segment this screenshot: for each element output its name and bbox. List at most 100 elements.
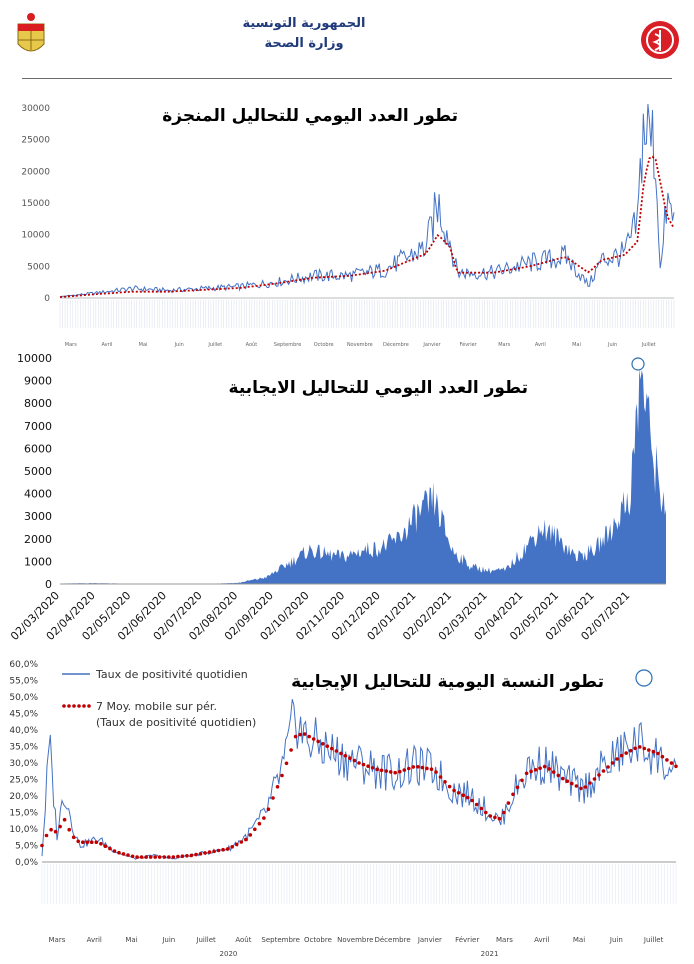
y-tick-label: 40,0% (9, 726, 38, 736)
series-point-moving-average (266, 807, 271, 811)
series-point-moving-average (284, 761, 289, 766)
series-point-moving-average (185, 854, 189, 858)
ministry-header-title: الجمهورية التونسية وزارة الصحة (204, 14, 404, 54)
series-point-moving-average (474, 802, 479, 807)
series-point-moving-average (330, 746, 334, 751)
legend-swatch-average (62, 704, 66, 708)
series-point-moving-average (502, 810, 506, 815)
series-point-moving-average (99, 842, 103, 846)
series-point-moving-average (592, 777, 597, 781)
series-point-moving-average (244, 837, 248, 842)
series-point-moving-average (76, 839, 80, 844)
y-tick-label: 50,0% (9, 693, 38, 703)
y-tick-label: 60,0% (9, 660, 38, 670)
series-point-moving-average (53, 829, 58, 834)
series-point-moving-average (425, 766, 429, 771)
x-month-label: Avril (101, 342, 112, 348)
x-month-label: Décembre (374, 936, 410, 944)
legend-swatch-average (77, 704, 81, 708)
nphi-logo-icon (635, 669, 653, 687)
series-point-moving-average (176, 854, 180, 859)
series-point-moving-average (117, 850, 121, 855)
series-point-moving-average (212, 849, 216, 854)
series-point-moving-average (167, 855, 171, 859)
y-tick-label: 0,0% (15, 858, 38, 868)
series-point-moving-average (588, 781, 592, 785)
series-point-moving-average (420, 765, 425, 770)
x-month-label: Juillet (643, 936, 664, 944)
tunisia-coat-of-arms-icon (17, 13, 45, 52)
positivity-chart-title: تطور النسبة اليومية للتحاليل الإيجابية (291, 672, 604, 692)
series-point-moving-average (180, 854, 185, 858)
series-point-moving-average (452, 788, 456, 793)
y-tick-label: 0 (44, 294, 50, 304)
series-point-moving-average (520, 778, 524, 783)
series-point-moving-average (402, 768, 407, 772)
legend-label-average-line2: (Taux de positivité quotidien) (96, 716, 256, 729)
x-month-label: Mai (573, 936, 585, 944)
x-month-label: Juillet (195, 936, 216, 944)
x-month-label: Octobre (314, 342, 334, 348)
y-tick-label: 7000 (24, 420, 52, 433)
series-point-moving-average (642, 746, 647, 751)
series-point-moving-average (239, 840, 244, 844)
series-point-moving-average (40, 843, 44, 848)
series-point-moving-average (561, 776, 565, 781)
x-month-label: Juin (161, 936, 175, 944)
y-tick-label: 15000 (21, 199, 50, 209)
series-point-moving-average (429, 767, 434, 771)
series-point-moving-average (81, 840, 85, 844)
x-month-label: Octobre (304, 936, 332, 944)
x-month-label: Avril (535, 342, 546, 348)
series-point-moving-average (357, 761, 361, 765)
y-tick-label: 5,0% (15, 842, 38, 852)
series-point-moving-average (416, 765, 420, 769)
series-point-moving-average (157, 855, 162, 859)
series-point-moving-average (574, 784, 579, 788)
x-month-label: Janvier (422, 342, 441, 348)
series-point-moving-average (334, 749, 339, 753)
y-tick-label: 15,0% (9, 809, 38, 819)
ministry-logo-icon (641, 21, 679, 59)
series-point-moving-average (339, 751, 343, 756)
series-point-moving-average (221, 847, 225, 852)
series-point-moving-average (506, 801, 511, 805)
x-month-label: Août (246, 341, 258, 348)
series-line-average (59, 155, 675, 298)
y-tick-label: 5000 (27, 262, 50, 272)
series-point-moving-average (108, 846, 112, 851)
legend-label-average-line1: 7 Moy. mobile sur pér. (96, 700, 217, 713)
tests-line-chart: 30000 25000 20000 15000 10000 5000 0 Mars Avril M… (21, 104, 675, 358)
series-point-moving-average (638, 745, 642, 749)
x-month-label: Avril (87, 936, 102, 944)
series-point-moving-average (370, 766, 375, 770)
x-month-label: Juin (609, 936, 623, 944)
series-point-moving-average (497, 816, 502, 821)
nphi-logo-icon (631, 357, 645, 371)
y-tick-label: 6000 (24, 442, 52, 455)
series-point-moving-average (547, 767, 551, 771)
series-point-moving-average (542, 764, 547, 769)
x-month-label: Novembre (337, 936, 373, 944)
x-month-label: Juin (607, 342, 617, 348)
series-point-moving-average (153, 855, 157, 859)
y-tick-label: 10000 (17, 352, 52, 365)
series-point-moving-average (58, 824, 62, 829)
series-line-daily-rate (41, 699, 677, 860)
y-tick-label: 55,0% (9, 677, 38, 687)
x-month-label: Avril (534, 936, 549, 944)
series-area-positives (60, 368, 666, 584)
series-point-moving-average (135, 855, 139, 859)
positivity-rate-panel: تطور النسبة اليومية للتحاليل الإيجابية 6… (0, 648, 694, 960)
legend-swatch-average (67, 704, 71, 708)
legend-swatch-average (72, 704, 76, 708)
series-point-moving-average (633, 746, 637, 751)
series-point-moving-average (384, 769, 389, 773)
series-point-moving-average (126, 853, 130, 857)
series-point-moving-average (484, 810, 488, 815)
y-tick-label: 20000 (21, 167, 50, 177)
series-point-moving-average (311, 737, 316, 741)
series-point-moving-average (470, 798, 475, 803)
series-point-moving-average (493, 815, 497, 820)
series-point-moving-average (280, 773, 284, 778)
